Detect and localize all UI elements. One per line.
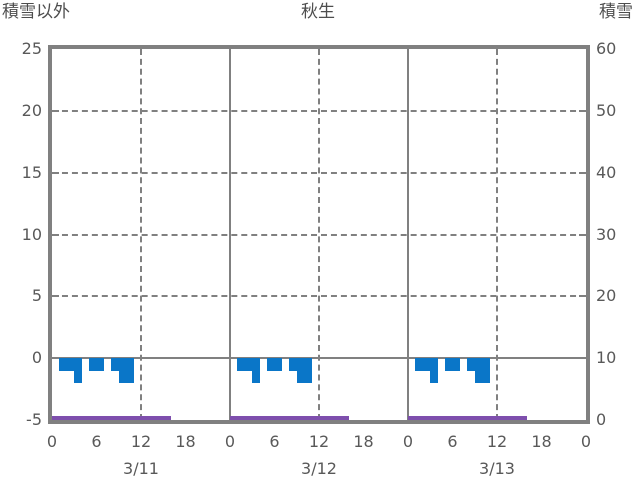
x-axis-day-label: 3/13 — [479, 459, 515, 478]
left-axis-tick-mark — [52, 357, 59, 360]
x-axis-tick-label: 0 — [402, 432, 414, 451]
bar — [467, 358, 475, 371]
left-axis-tick-label: 20 — [21, 100, 42, 120]
left-axis-tick-label: 10 — [21, 224, 42, 244]
bar — [415, 358, 431, 371]
left-axis-tick-mark — [52, 233, 59, 236]
bar — [252, 358, 260, 383]
bar — [474, 358, 490, 383]
bar — [430, 358, 438, 383]
x-axis-tick-label: 18 — [353, 432, 374, 451]
x-axis-tick-label: 6 — [447, 432, 458, 451]
right-axis-tick-mark — [579, 357, 586, 360]
right-axis-tick-mark — [579, 295, 586, 298]
bar — [267, 358, 282, 371]
bar — [59, 358, 75, 371]
bar — [74, 358, 82, 383]
x-axis-tick-label: 0 — [580, 432, 592, 451]
day-separator-line — [229, 49, 231, 420]
x-axis-day-label: 3/12 — [301, 459, 337, 478]
right-axis-tick-label: 20 — [596, 286, 617, 306]
left-axis-tick-mark — [52, 171, 59, 174]
right-axis-tick-mark — [579, 171, 586, 174]
bar — [111, 358, 119, 371]
left-axis-tick-label: -5 — [26, 410, 42, 429]
left-axis-title: 積雪以外 — [2, 2, 70, 22]
snow-depth-line-segment — [230, 416, 349, 420]
x-axis-tick-label: 12 — [308, 432, 330, 451]
right-axis-tick-label: 10 — [596, 348, 617, 368]
right-axis-tick-mark — [579, 109, 586, 112]
day-separator-line — [407, 49, 409, 420]
left-axis-tick-label: 5 — [31, 286, 42, 306]
snow-depth-line-segment — [408, 416, 527, 420]
x-axis-tick-label: 0 — [46, 432, 58, 451]
x-axis-tick-label: 6 — [269, 432, 280, 451]
bar — [89, 358, 104, 371]
x-axis-tick-label: 18 — [175, 432, 196, 451]
plot-area — [48, 45, 590, 424]
left-axis-tick-label: 15 — [21, 162, 42, 182]
vertical-gridline — [318, 49, 320, 420]
right-axis-tick-label: 60 — [596, 39, 617, 58]
x-axis-tick-label: 0 — [224, 432, 236, 451]
x-axis-tick-label: 12 — [130, 432, 152, 451]
x-axis-day-label: 3/11 — [123, 459, 159, 478]
right-axis-tick-label: 0 — [596, 410, 607, 429]
right-axis-tick-label: 30 — [596, 224, 617, 244]
right-axis-title: 積雪 — [599, 2, 633, 22]
left-axis-tick-mark — [52, 109, 59, 112]
right-axis-tick-mark — [579, 233, 586, 236]
x-axis-tick-label: 12 — [486, 432, 508, 451]
left-axis-tick-label: 25 — [21, 39, 42, 58]
snow-depth-line-segment — [52, 416, 171, 420]
plot-inner — [52, 49, 586, 420]
vertical-gridline — [140, 49, 142, 420]
vertical-gridline — [496, 49, 498, 420]
chart-title: 秋生 — [301, 2, 335, 22]
right-axis-tick-label: 40 — [596, 162, 617, 182]
left-axis-tick-label: 0 — [31, 348, 42, 368]
right-axis-tick-label: 50 — [596, 100, 617, 120]
bar — [445, 358, 460, 371]
bar — [296, 358, 312, 383]
left-axis-tick-mark — [52, 295, 59, 298]
bar — [289, 358, 297, 371]
x-axis-tick-label: 6 — [91, 432, 102, 451]
bar — [237, 358, 253, 371]
bar — [118, 358, 134, 383]
x-axis-tick-label: 18 — [531, 432, 552, 451]
